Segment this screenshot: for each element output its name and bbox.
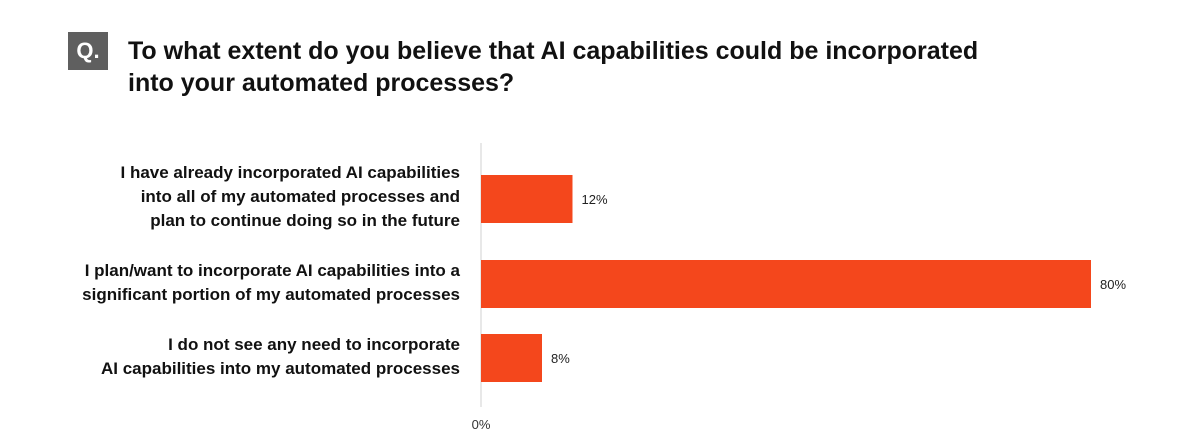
question-title: To what extent do you believe that AI ca… xyxy=(128,35,1028,99)
bar xyxy=(481,334,542,382)
data-label: 8% xyxy=(551,351,570,366)
bar xyxy=(481,175,573,223)
category-label-line: I do not see any need to incorporate xyxy=(168,335,460,354)
question-badge: Q. xyxy=(68,32,108,70)
data-label: 12% xyxy=(582,192,608,207)
category-label-line: into all of my automated processes and xyxy=(140,187,460,206)
category-label-plan-to-incorporate: I plan/want to incorporate AI capabiliti… xyxy=(82,259,460,307)
category-label-no-need: I do not see any need to incorporate AI … xyxy=(101,333,460,381)
data-label: 80% xyxy=(1100,277,1126,292)
category-label-line: significant portion of my automated proc… xyxy=(82,285,460,304)
x-tick-label: 0% xyxy=(472,417,491,432)
category-label-line: AI capabilities into my automated proces… xyxy=(100,359,460,378)
category-label-line: plan to continue doing so in the future xyxy=(150,211,460,230)
data-labels-group: 12% 80% 8% xyxy=(551,192,1126,366)
category-label-line: I plan/want to incorporate AI capabiliti… xyxy=(84,261,460,280)
category-label-already-incorporated: I have already incorporated AI capabilit… xyxy=(121,161,461,233)
category-label-line: I have already incorporated AI capabilit… xyxy=(120,163,461,182)
bars-group xyxy=(481,175,1091,382)
question-line-2: into your automated processes? xyxy=(128,69,515,97)
bar xyxy=(481,260,1091,308)
question-line-1: To what extent do you believe that AI ca… xyxy=(128,37,979,65)
